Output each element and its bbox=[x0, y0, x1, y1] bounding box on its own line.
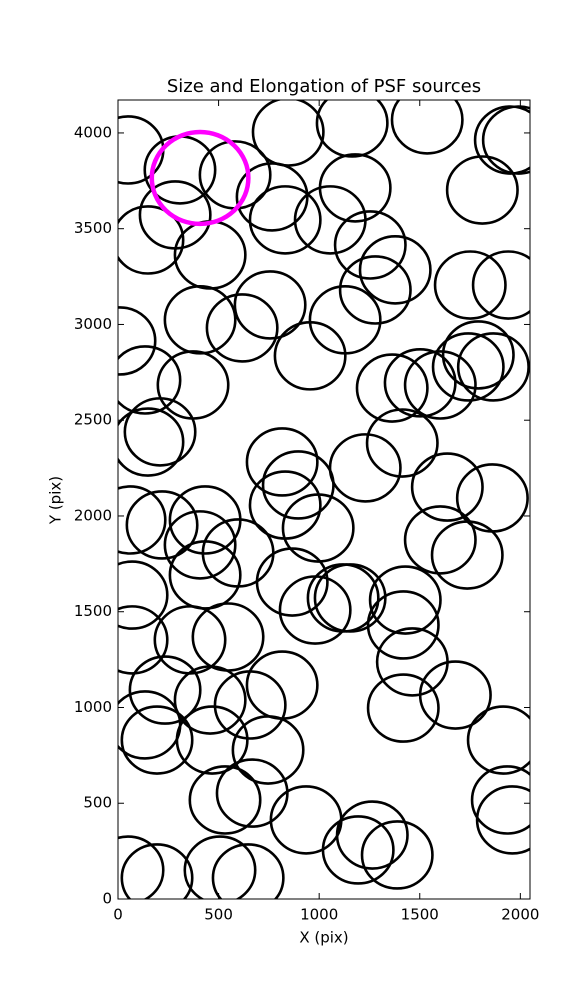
psf-ellipse bbox=[248, 185, 322, 255]
psf-ellipse bbox=[366, 673, 440, 743]
plot-area bbox=[118, 100, 530, 899]
x-tick-label: 2000 bbox=[501, 906, 539, 924]
y-tick-label: 3500 bbox=[74, 219, 112, 237]
y-tick-label: 2000 bbox=[74, 506, 112, 524]
psf-ellipse bbox=[269, 785, 343, 855]
psf-ellipse bbox=[255, 547, 329, 617]
psf-ellipse bbox=[333, 210, 407, 280]
y-tick-label: 4000 bbox=[74, 123, 112, 141]
psf-ellipse bbox=[360, 820, 434, 890]
psf-ellipse bbox=[338, 255, 412, 325]
psf-ellipse bbox=[471, 250, 530, 320]
psf-ellipse bbox=[163, 285, 237, 355]
psf-ellipse bbox=[403, 505, 477, 575]
psf-ellipse bbox=[433, 250, 507, 320]
psf-ellipse bbox=[118, 835, 165, 899]
psf-ellipse bbox=[118, 205, 185, 275]
x-tick-label: 1000 bbox=[300, 906, 338, 924]
psf-ellipse bbox=[470, 765, 530, 835]
psf-ellipse bbox=[261, 450, 335, 520]
psf-ellipse bbox=[335, 800, 409, 870]
psf-ellipse bbox=[251, 100, 325, 167]
psf-ellipse bbox=[383, 348, 457, 418]
psf-ellipse bbox=[118, 690, 182, 760]
psf-ellipse bbox=[278, 575, 352, 645]
y-tick-label: 500 bbox=[83, 794, 112, 812]
psf-ellipse bbox=[118, 306, 157, 376]
psf-ellipse bbox=[481, 105, 530, 175]
psf-ellipse bbox=[233, 270, 307, 340]
psf-ellipse bbox=[475, 785, 530, 855]
psf-ellipse bbox=[273, 321, 347, 391]
psf-ellipse bbox=[191, 602, 265, 672]
psf-ellipse bbox=[231, 715, 305, 785]
psf-ellipse bbox=[149, 129, 251, 227]
psf-ellipse bbox=[308, 285, 382, 355]
psf-ellipse bbox=[123, 397, 197, 467]
psf-ellipse bbox=[418, 660, 492, 730]
psf-ellipse bbox=[120, 843, 194, 899]
y-tick-label: 3000 bbox=[74, 315, 112, 333]
psf-ellipse bbox=[211, 843, 285, 899]
psf-ellipse bbox=[173, 220, 247, 290]
psf-ellipse bbox=[445, 155, 519, 225]
psf-ellipse bbox=[118, 560, 169, 630]
psf-ellipse bbox=[366, 590, 440, 660]
psf-ellipse bbox=[315, 100, 389, 158]
y-tick-label: 1000 bbox=[74, 698, 112, 716]
psf-ellipse bbox=[410, 452, 484, 522]
x-tick-label: 0 bbox=[113, 906, 123, 924]
psf-ellipse bbox=[213, 670, 287, 740]
x-axis-label: X (pix) bbox=[299, 929, 348, 947]
psf-ellipse bbox=[368, 565, 442, 635]
psf-ellipse bbox=[456, 332, 530, 402]
psf-ellipse bbox=[390, 100, 464, 155]
psf-ellipse bbox=[125, 490, 199, 560]
psf-ellipse bbox=[431, 332, 505, 402]
psf-ellipse bbox=[430, 520, 504, 590]
axes-frame bbox=[117, 99, 531, 900]
psf-ellipse bbox=[281, 493, 355, 563]
psf-ellipse bbox=[128, 655, 202, 725]
psf-ellipse bbox=[205, 293, 279, 363]
psf-ellipse bbox=[163, 510, 237, 580]
psf-ellipse bbox=[153, 605, 227, 675]
psf-ellipse bbox=[173, 665, 247, 735]
x-tick-label: 1500 bbox=[401, 906, 439, 924]
psf-ellipse bbox=[358, 235, 432, 305]
y-tick-label: 2500 bbox=[74, 411, 112, 429]
psf-ellipse bbox=[321, 815, 395, 885]
y-tick-label: 1500 bbox=[74, 602, 112, 620]
psf-ellipse bbox=[118, 605, 169, 675]
chart-title: Size and Elongation of PSF sources bbox=[167, 76, 481, 97]
psf-ellipse bbox=[365, 408, 439, 478]
psf-ellipse bbox=[355, 353, 429, 423]
psf-ellipse bbox=[235, 162, 309, 232]
psf-ellipse bbox=[120, 705, 194, 775]
psf-ellipse bbox=[156, 350, 230, 420]
psf-ellipse bbox=[245, 427, 319, 497]
psf-ellipse bbox=[441, 320, 515, 390]
psf-ellipse bbox=[118, 485, 167, 555]
x-tick-label: 500 bbox=[204, 906, 233, 924]
y-tick-label: 0 bbox=[102, 890, 112, 908]
psf-ellipse bbox=[306, 563, 380, 633]
psf-ellipse bbox=[473, 105, 530, 175]
y-axis-label: Y (pix) bbox=[47, 476, 65, 525]
psf-ellipse bbox=[245, 650, 319, 720]
psf-ellipse bbox=[328, 433, 402, 503]
psf-ellipse bbox=[293, 185, 367, 255]
psf-ellipse bbox=[188, 765, 262, 835]
psf-ellipse bbox=[403, 350, 477, 420]
psf-ellipse bbox=[375, 627, 449, 697]
psf-ellipse bbox=[183, 835, 257, 899]
psf-ellipse bbox=[466, 705, 530, 775]
psf-ellipse bbox=[118, 407, 185, 477]
psf-ellipse bbox=[118, 345, 182, 415]
psf-ellipse bbox=[215, 758, 289, 828]
psf-ellipse bbox=[175, 705, 249, 775]
psf-ellipse bbox=[168, 540, 242, 610]
